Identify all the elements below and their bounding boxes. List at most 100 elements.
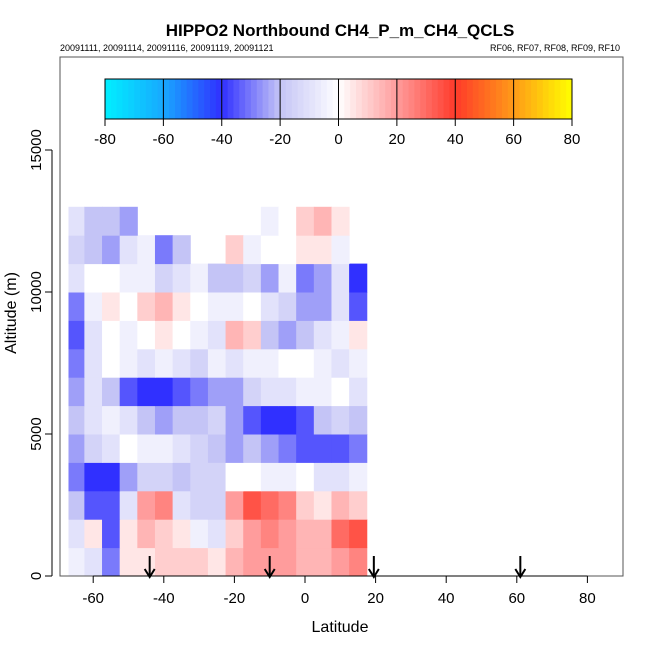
colorbar-segment bbox=[105, 79, 112, 119]
colorbar-segment bbox=[326, 79, 334, 119]
colorbar-segment bbox=[268, 79, 275, 119]
heatmap-cell bbox=[190, 405, 209, 435]
heatmap-cell bbox=[278, 405, 297, 435]
heatmap-cell bbox=[331, 348, 350, 378]
heatmap-cell bbox=[154, 519, 174, 549]
colorbar-segment bbox=[531, 79, 538, 119]
colorbar-segment bbox=[169, 79, 176, 119]
heatmap-cell bbox=[137, 348, 156, 378]
heatmap-cell bbox=[137, 235, 156, 265]
heatmap-cell bbox=[172, 434, 191, 463]
colorbar-tick-label: 0 bbox=[334, 131, 342, 148]
heatmap-cell bbox=[102, 292, 121, 321]
heatmap-cell bbox=[225, 263, 244, 293]
heatmap-cell bbox=[278, 490, 297, 520]
heatmap-cell bbox=[119, 206, 138, 236]
heatmap-cell bbox=[102, 320, 121, 350]
colorbar-segment bbox=[484, 79, 491, 119]
heatmap-cell bbox=[278, 434, 297, 463]
heatmap-cell bbox=[172, 490, 191, 520]
heatmap-cell bbox=[137, 405, 156, 435]
colorbar-segment bbox=[309, 79, 316, 119]
heatmap-cell bbox=[260, 292, 280, 321]
heatmap-cell bbox=[68, 405, 85, 435]
heatmap-cell bbox=[331, 263, 350, 293]
flight-arrow-head-icon bbox=[367, 568, 380, 579]
flight-arrow-head-icon bbox=[514, 568, 527, 579]
heatmap-cell bbox=[154, 348, 174, 378]
colorbar-segment bbox=[391, 79, 398, 119]
colorbar-segment bbox=[408, 79, 415, 119]
heatmap-cell bbox=[119, 462, 138, 492]
heatmap-cell bbox=[207, 263, 227, 293]
heatmap-cell bbox=[296, 320, 315, 350]
heatmap-cell bbox=[154, 434, 174, 463]
colorbar-segment bbox=[426, 79, 433, 119]
colorbar-segment bbox=[513, 79, 520, 119]
heatmap-cell bbox=[84, 490, 103, 520]
colorbar-segment bbox=[192, 79, 199, 119]
colorbar-segment bbox=[379, 79, 386, 119]
heatmap-cell bbox=[331, 377, 350, 407]
heatmap-cell bbox=[243, 235, 262, 265]
colorbar-border bbox=[104, 78, 573, 120]
heatmap-cell bbox=[243, 320, 262, 350]
colorbar-segment bbox=[245, 79, 252, 119]
colorbar-segment bbox=[519, 79, 526, 119]
colorbar-segment bbox=[478, 79, 485, 119]
heatmap-cell bbox=[349, 377, 368, 407]
heatmap-cell bbox=[190, 434, 209, 463]
heatmap-cell bbox=[137, 320, 156, 350]
heatmap-cell bbox=[172, 519, 191, 549]
heatmap-cell bbox=[278, 292, 297, 321]
heatmap-cell bbox=[278, 547, 297, 577]
heatmap-cell bbox=[225, 547, 244, 577]
heatmap-cell bbox=[68, 377, 85, 407]
heatmap-cell bbox=[207, 320, 227, 350]
heatmap-cell bbox=[137, 462, 156, 492]
heatmap-cell bbox=[68, 292, 85, 321]
heatmap-cell bbox=[172, 405, 191, 435]
heatmap-cell bbox=[68, 348, 85, 378]
heatmap-cell bbox=[137, 547, 156, 577]
colorbar-segment bbox=[455, 79, 462, 119]
heatmap-cell bbox=[102, 377, 121, 407]
heatmap-cell bbox=[349, 490, 368, 520]
colorbar-segment bbox=[110, 79, 118, 119]
colorbar-segment bbox=[221, 79, 229, 119]
heatmap-cell bbox=[296, 206, 315, 236]
heatmap-cell bbox=[349, 434, 368, 463]
heatmap-cell bbox=[154, 490, 174, 520]
heatmap-cell bbox=[190, 320, 209, 350]
heatmap-cell bbox=[190, 519, 209, 549]
colorbar-segment bbox=[145, 79, 153, 119]
heatmap-cell bbox=[207, 292, 227, 321]
heatmap-cell bbox=[84, 348, 103, 378]
heatmap-cell bbox=[225, 490, 244, 520]
heatmap-cell bbox=[102, 405, 121, 435]
heatmap-cell bbox=[243, 490, 262, 520]
heatmap-cell bbox=[349, 405, 368, 435]
heatmap-cell bbox=[137, 434, 156, 463]
heatmap-cell bbox=[172, 263, 191, 293]
colorbar-segment bbox=[420, 79, 427, 119]
heatmap-cell bbox=[313, 348, 332, 378]
heatmap-cell bbox=[154, 462, 174, 492]
subtitle-dates: 20091111, 20091114, 20091116, 20091119, … bbox=[60, 43, 274, 53]
colorbar-tick-label: -20 bbox=[269, 131, 291, 148]
colorbar-segment bbox=[466, 79, 474, 119]
heatmap-cell bbox=[68, 263, 85, 293]
colorbar-segment bbox=[566, 79, 573, 119]
colorbar-segment bbox=[554, 79, 561, 119]
heatmap-cell bbox=[84, 263, 103, 293]
heatmap-cell bbox=[243, 292, 262, 321]
colorbar-segment bbox=[385, 79, 392, 119]
colorbar-segment bbox=[128, 79, 135, 119]
heatmap-cell bbox=[243, 405, 262, 435]
axes: -60 -40 -20 0 20 40 60 80 0 5000 10000 15000 bbox=[28, 129, 596, 607]
heatmap-cell bbox=[137, 377, 156, 407]
x-tick-label: 80 bbox=[579, 590, 596, 607]
colorbar-segment bbox=[256, 79, 264, 119]
heatmap-cell bbox=[313, 490, 332, 520]
